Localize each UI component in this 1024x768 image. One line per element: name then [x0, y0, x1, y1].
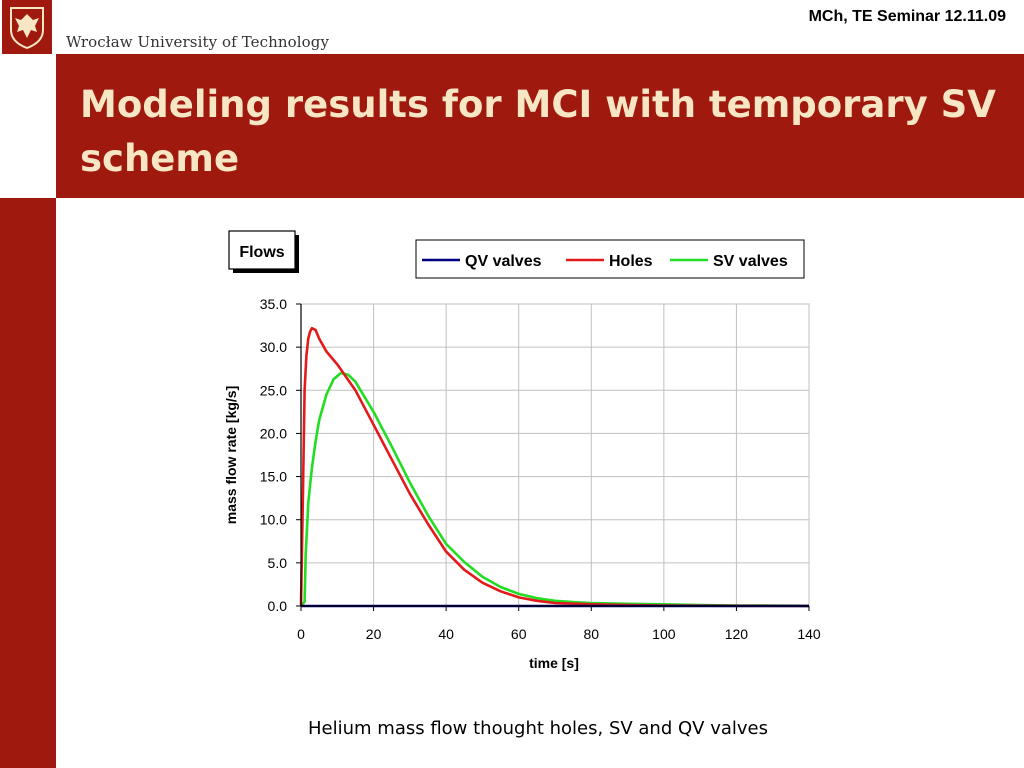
slide-caption: Helium mass flow thought holes, SV and Q…	[308, 718, 768, 739]
x-tick-label: 140	[797, 626, 821, 642]
chart-legend: QV valves Holes SV valves	[415, 239, 805, 279]
university-name: Wrocław University of Technology	[66, 33, 330, 51]
y-tick-label: 10.0	[260, 512, 287, 528]
slide-title: Modeling results for MCI with temporary …	[80, 83, 996, 180]
eagle-crest-icon	[10, 7, 44, 50]
y-axis-label: mass flow rate [kg/s]	[223, 386, 239, 525]
x-tick-label: 20	[366, 626, 382, 642]
chart-title: Flows	[239, 244, 284, 261]
y-tick-label: 35.0	[260, 296, 287, 312]
chart-grid	[300, 303, 810, 607]
y-tick-label: 25.0	[260, 382, 287, 398]
x-axis-label: time [s]	[529, 655, 579, 671]
y-tick-label: 0.0	[268, 598, 288, 614]
chart-title-box: Flows	[228, 230, 299, 273]
legend-label-sv: SV valves	[713, 253, 788, 270]
left-strip	[0, 198, 56, 768]
y-tick-label: 20.0	[260, 425, 287, 441]
series-line-holes	[299, 326, 810, 608]
legend-label-holes: Holes	[609, 253, 653, 270]
title-band	[56, 54, 1024, 198]
y-tick-label: 15.0	[260, 469, 287, 485]
seminar-label: MCh, TE Seminar 12.11.09	[808, 8, 1006, 25]
plot-area	[300, 303, 810, 607]
x-tick-label: 100	[652, 626, 676, 642]
x-tick-label: 60	[511, 626, 527, 642]
legend-label-qv: QV valves	[465, 253, 542, 270]
y-tick-label: 5.0	[268, 555, 288, 571]
x-tick-label: 80	[583, 626, 599, 642]
university-logo	[2, 0, 52, 54]
y-tick-label: 30.0	[260, 339, 287, 355]
x-tick-label: 120	[725, 626, 749, 642]
x-tick-label: 0	[297, 626, 305, 642]
x-tick-label: 40	[438, 626, 454, 642]
chart-axes: 0 20 40 60 80 100 120 140 0.0 5.0 10.0 15.0 20.0 25.0…	[260, 296, 821, 642]
